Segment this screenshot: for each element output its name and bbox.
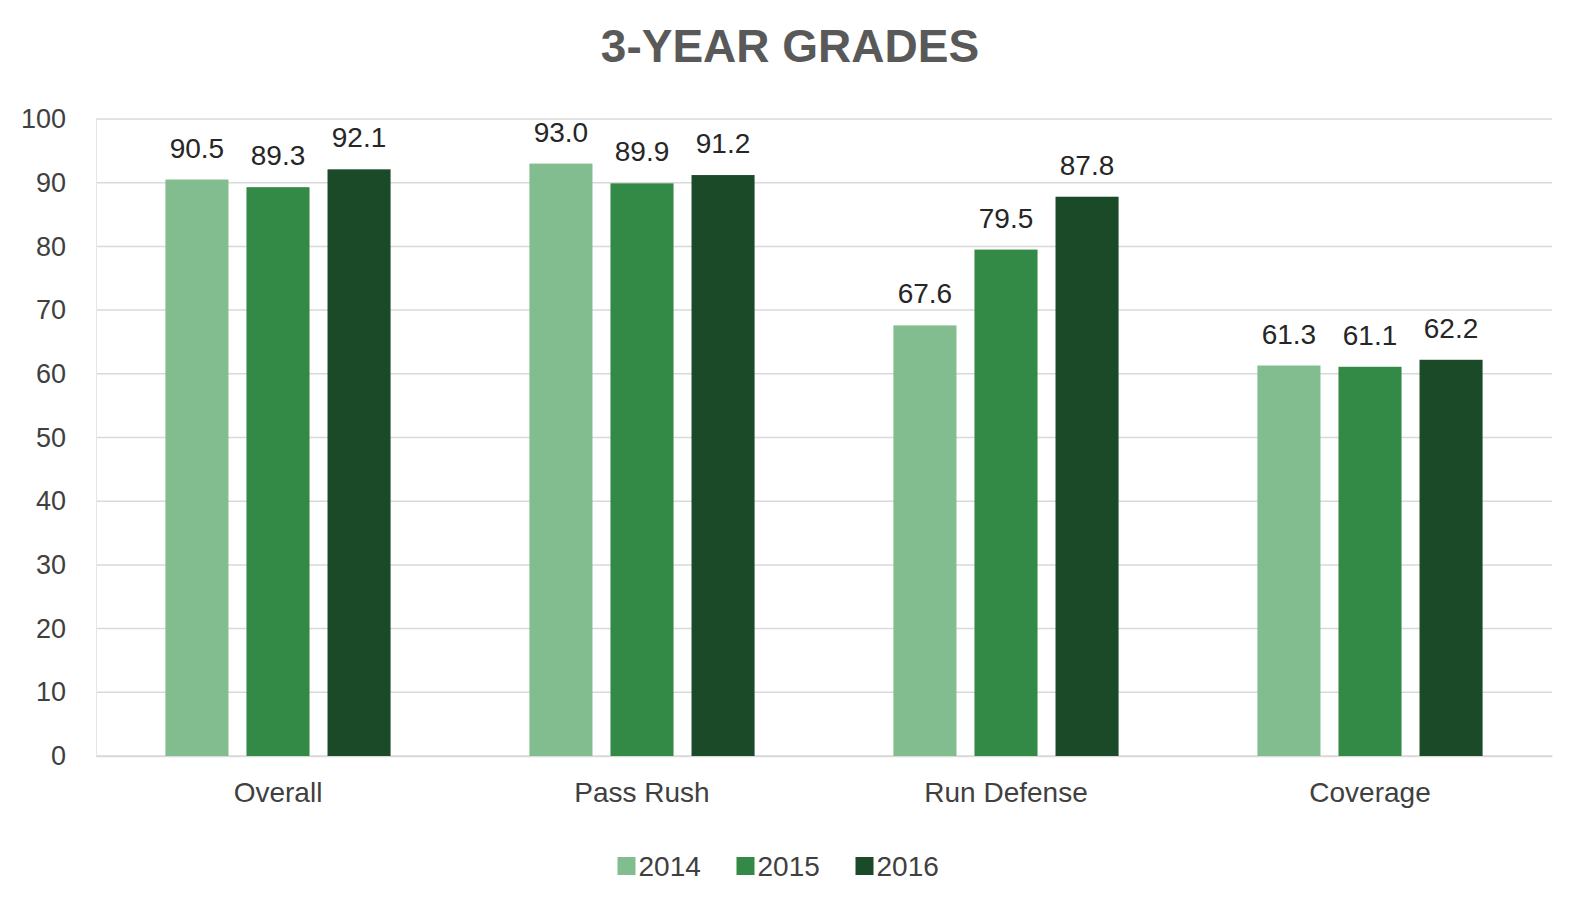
y-tick: 10 <box>36 677 96 707</box>
data-label: 87.8 <box>1060 150 1115 181</box>
y-tick-label: 50 <box>36 423 66 453</box>
legend-swatch <box>856 857 874 875</box>
data-label: 89.9 <box>615 136 670 167</box>
grid-line <box>96 118 1552 120</box>
grid-line <box>96 564 1552 566</box>
legend-swatch <box>618 857 636 875</box>
bar <box>893 325 956 756</box>
bar <box>974 250 1037 756</box>
data-label: 61.1 <box>1343 320 1398 351</box>
y-tick-label: 0 <box>51 741 66 771</box>
x-tick-label: Run Defense <box>924 777 1087 808</box>
grid-line <box>96 182 1552 184</box>
data-label: 79.5 <box>979 203 1034 234</box>
bar <box>328 169 391 756</box>
data-label: 61.3 <box>1262 319 1317 350</box>
x-tick-label: Overall <box>234 777 323 808</box>
y-tick-label: 10 <box>36 677 66 707</box>
y-tick: 90 <box>36 168 96 198</box>
y-tick-label: 40 <box>36 486 66 516</box>
x-tick: Coverage <box>1309 756 1430 808</box>
x-tick-label: Pass Rush <box>574 777 709 808</box>
data-label: 91.2 <box>696 128 751 159</box>
y-tick: 60 <box>36 359 96 389</box>
bar <box>529 164 592 756</box>
data-label: 89.3 <box>251 140 306 171</box>
data-label: 93.0 <box>534 117 589 148</box>
grid <box>96 119 1552 756</box>
bars <box>165 164 1482 756</box>
grid-line <box>96 500 1552 502</box>
bar <box>610 183 673 756</box>
legend-item: 2016 <box>856 851 939 882</box>
x-axis-line <box>97 756 1553 758</box>
y-tick-label: 70 <box>36 295 66 325</box>
bar <box>1257 366 1320 756</box>
y-tick-label: 90 <box>36 168 66 198</box>
y-tick: 20 <box>36 614 96 644</box>
y-tick: 30 <box>36 550 96 580</box>
legend-label: 2015 <box>758 851 820 882</box>
y-tick-label: 20 <box>36 614 66 644</box>
grid-line <box>96 692 1552 694</box>
y-tick-label: 80 <box>36 232 66 262</box>
grid-line <box>96 373 1552 375</box>
y-axis-line <box>96 120 97 757</box>
legend-swatch <box>737 857 755 875</box>
y-axis: 0 10 20 30 40 50 60 70 80 90 100 <box>21 104 97 771</box>
x-tick: Run Defense <box>924 756 1087 808</box>
y-tick: 100 <box>21 104 96 134</box>
x-tick: Pass Rush <box>574 756 709 808</box>
bar <box>165 180 228 756</box>
grid-line <box>96 755 1552 757</box>
data-label: 90.5 <box>170 133 225 164</box>
y-tick-label: 30 <box>36 550 66 580</box>
legend: 2014 2015 2016 <box>618 851 939 882</box>
grid-line <box>96 309 1552 311</box>
y-tick: 40 <box>36 486 96 516</box>
x-axis: Overall Pass Rush Run Defense Coverage <box>97 756 1553 808</box>
data-label: 92.1 <box>332 122 387 153</box>
data-labels: 90.5 93.0 67.6 61.3 89.3 89.9 79.5 61.1 92.1 91.2… <box>170 117 1479 351</box>
bar <box>1420 360 1483 756</box>
x-tick: Overall <box>234 756 323 808</box>
bar <box>692 175 755 756</box>
grid-line <box>96 437 1552 439</box>
bar <box>1056 197 1119 756</box>
legend-label: 2014 <box>639 851 701 882</box>
title: 3-YEAR GRADES <box>601 20 979 72</box>
y-tick: 0 <box>51 741 96 771</box>
y-tick: 80 <box>36 232 96 262</box>
bar <box>1338 367 1401 756</box>
y-tick: 50 <box>36 423 96 453</box>
legend-label: 2016 <box>877 851 939 882</box>
data-label: 62.2 <box>1424 313 1479 344</box>
grid-line <box>96 246 1552 248</box>
legend-item: 2014 <box>618 851 701 882</box>
y-tick-label: 60 <box>36 359 66 389</box>
legend-item: 2015 <box>737 851 820 882</box>
y-tick-label: 100 <box>21 104 66 134</box>
grid-line <box>96 628 1552 630</box>
data-label: 67.6 <box>898 278 953 309</box>
bar <box>246 187 309 756</box>
chart: 3-YEAR GRADES 0 10 20 30 40 50 60 70 80 90 100 Overa… <box>0 0 1578 902</box>
x-tick-label: Coverage <box>1309 777 1430 808</box>
y-tick: 70 <box>36 295 96 325</box>
